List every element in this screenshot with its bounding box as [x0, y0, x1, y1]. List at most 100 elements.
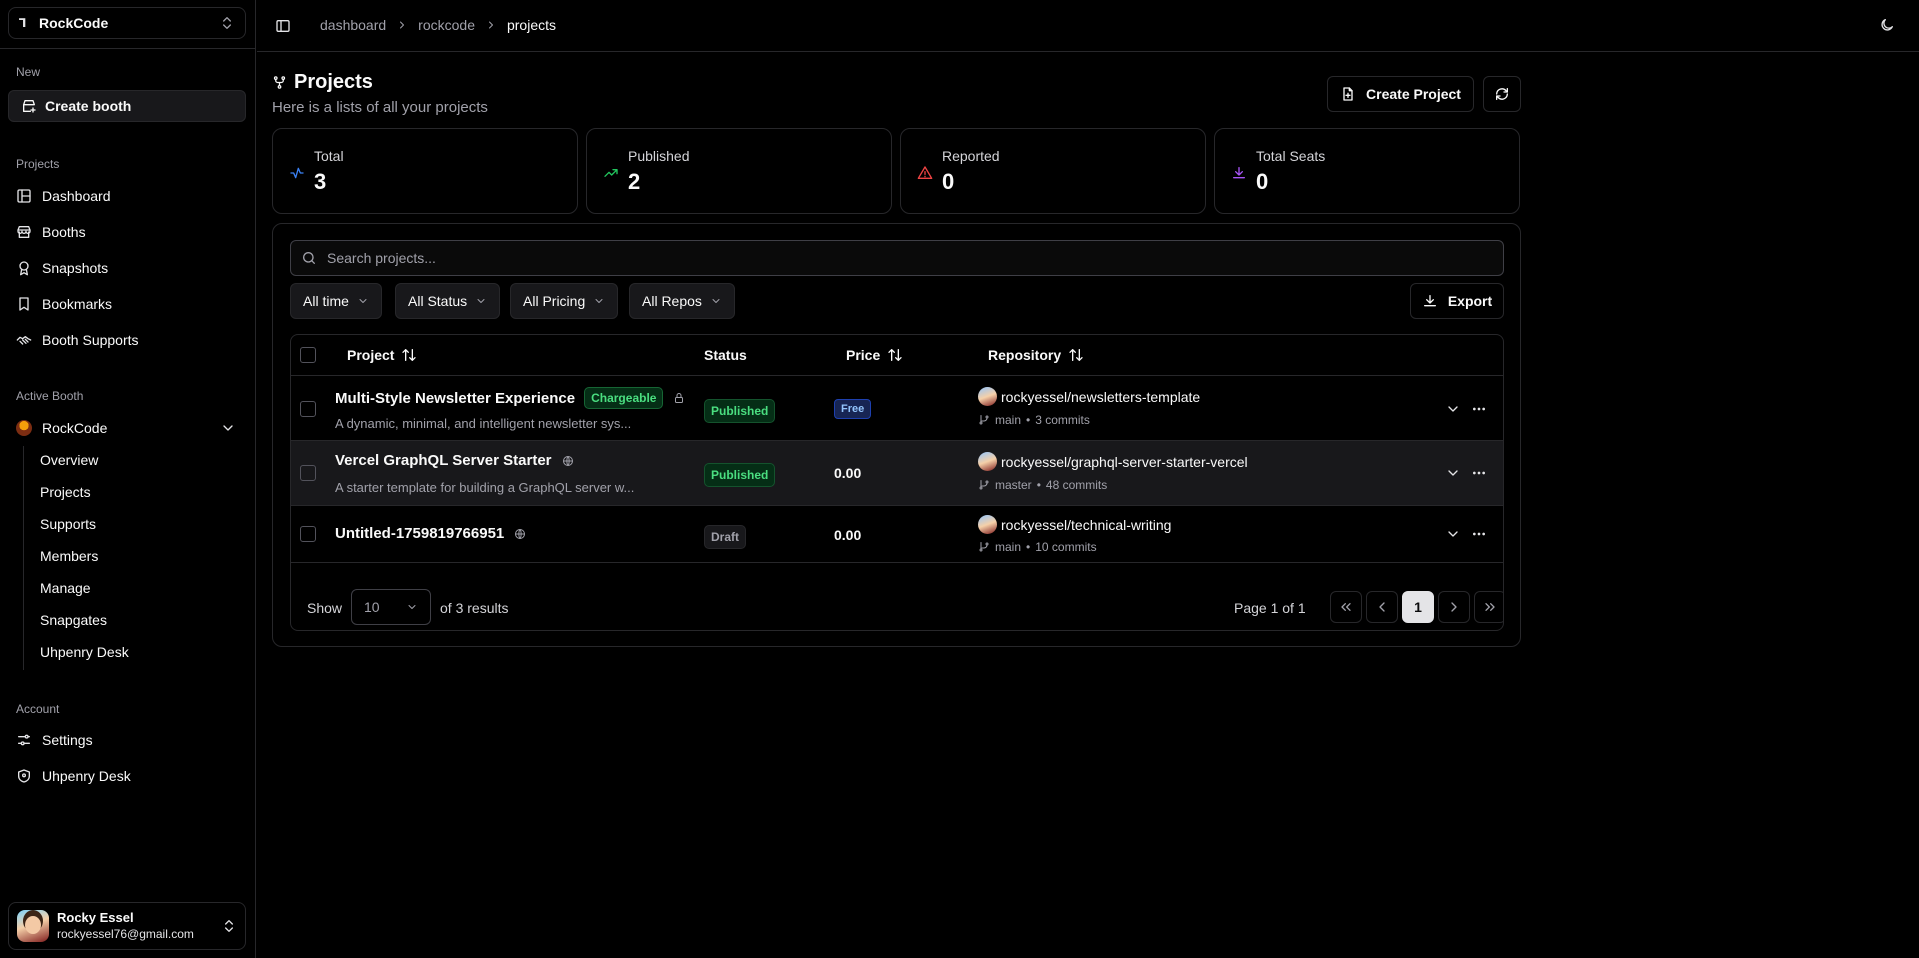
- breadcrumb-rockcode[interactable]: rockcode: [418, 17, 475, 33]
- row-actions-button[interactable]: [1471, 526, 1487, 542]
- row-checkbox[interactable]: [300, 526, 316, 542]
- next-page-button[interactable]: [1438, 591, 1470, 623]
- project-title-text: Untitled-1759819766951: [335, 525, 505, 542]
- sidebar-item-settings[interactable]: Settings: [8, 724, 246, 756]
- sidebar-item-uhpenry-desk[interactable]: Uhpenry Desk: [8, 760, 246, 792]
- activity-icon: [289, 165, 305, 181]
- page-button-current[interactable]: 1: [1402, 591, 1434, 623]
- table-row[interactable]: Multi-Style Newsletter Experience Charge…: [291, 376, 1503, 441]
- subnav-supports[interactable]: Supports: [40, 516, 97, 532]
- project-title[interactable]: Vercel GraphQL Server Starter: [335, 452, 574, 469]
- row-actions-button[interactable]: [1471, 401, 1487, 417]
- handshake-icon: [16, 336, 32, 345]
- subnav-rail: [23, 446, 24, 670]
- search-placeholder: Search projects...: [327, 250, 436, 266]
- create-project-button[interactable]: Create Project: [1327, 76, 1474, 112]
- shield-icon: [18, 769, 30, 783]
- table-row[interactable]: Untitled-1759819766951 Draft 0.00 rockye…: [291, 506, 1503, 563]
- chevron-down-icon: [1448, 470, 1458, 476]
- stat-value: 0: [942, 169, 955, 194]
- stat-label: Reported: [942, 148, 1000, 164]
- chargeable-badge: Chargeable: [584, 387, 664, 409]
- sidebar-item-label: Uhpenry Desk: [42, 768, 131, 784]
- chevrons-left-icon: [1341, 603, 1351, 611]
- stat-card-published: Published 2: [586, 128, 892, 214]
- chevrons-right-icon: [1485, 603, 1495, 611]
- search-input[interactable]: Search projects...: [290, 240, 1504, 276]
- group-label-active-booth: Active Booth: [16, 389, 84, 403]
- stat-value: 0: [1256, 169, 1269, 194]
- column-header-project[interactable]: Project: [347, 347, 417, 363]
- git-branch-icon: [979, 542, 989, 552]
- stat-value: 3: [314, 169, 327, 194]
- download-icon: [1231, 165, 1247, 181]
- subnav-manage[interactable]: Manage: [40, 580, 91, 596]
- subnav-uhpenry-desk[interactable]: Uhpenry Desk: [40, 644, 129, 660]
- project-title[interactable]: Multi-Style Newsletter Experience Charge…: [335, 387, 685, 409]
- filter-label: All Pricing: [523, 293, 586, 309]
- export-label: Export: [1447, 293, 1493, 309]
- project-title[interactable]: Untitled-1759819766951: [335, 525, 526, 542]
- project-description: A starter template for building a GraphQ…: [335, 480, 635, 495]
- filter-repos[interactable]: All Repos: [629, 283, 735, 319]
- team-name: RockCode: [39, 15, 109, 31]
- team-switcher[interactable]: ⅂ RockCode: [8, 7, 246, 39]
- subnav-overview[interactable]: Overview: [40, 452, 99, 468]
- price-value: 0.00: [834, 465, 862, 481]
- chevron-right-icon: [1451, 602, 1457, 612]
- breadcrumb-projects: projects: [506, 17, 557, 33]
- active-booth-toggle[interactable]: RockCode: [8, 412, 246, 444]
- table-row[interactable]: Vercel GraphQL Server Starter A starter …: [291, 441, 1503, 506]
- column-label: Project: [347, 347, 395, 363]
- row-checkbox[interactable]: [300, 401, 316, 417]
- column-label: Status: [704, 347, 747, 363]
- page-size-select[interactable]: 10: [351, 589, 431, 625]
- filter-status[interactable]: All Status: [395, 283, 501, 319]
- pagination: Show 10 of 3 results Page 1 of 1 1: [291, 583, 1503, 630]
- expand-row-button[interactable]: [1445, 401, 1461, 417]
- chevron-down-icon: [359, 299, 367, 303]
- filter-pricing[interactable]: All Pricing: [510, 283, 619, 319]
- project-title-text: Multi-Style Newsletter Experience: [335, 389, 576, 407]
- expand-row-button[interactable]: [1445, 526, 1461, 542]
- sidebar-toggle-button[interactable]: [275, 18, 291, 34]
- create-booth-button[interactable]: Create booth: [8, 90, 246, 122]
- repo-link[interactable]: rockyessel/technical-writing: [1001, 517, 1172, 533]
- refresh-button[interactable]: [1483, 76, 1521, 112]
- sidebar-item-bookmarks[interactable]: Bookmarks: [8, 288, 246, 320]
- repo-meta: master • 48 commits: [978, 478, 1107, 492]
- breadcrumb-dashboard[interactable]: dashboard: [320, 17, 387, 33]
- export-button[interactable]: Export: [1410, 283, 1504, 319]
- first-page-button[interactable]: [1330, 591, 1362, 623]
- filter-label: All time: [303, 293, 349, 309]
- expand-row-button[interactable]: [1445, 465, 1461, 481]
- page-subtitle: Here is a lists of all your projects: [272, 99, 488, 116]
- file-plus-icon: [1343, 87, 1353, 101]
- row-actions-button[interactable]: [1471, 465, 1487, 481]
- column-header-price[interactable]: Price: [846, 347, 903, 363]
- sidebar-item-booth-supports[interactable]: Booth Supports: [8, 324, 246, 356]
- prev-page-button[interactable]: [1366, 591, 1398, 623]
- subnav-snapgates[interactable]: Snapgates: [40, 612, 107, 628]
- row-checkbox[interactable]: [300, 465, 316, 481]
- theme-toggle-button[interactable]: [1879, 17, 1895, 33]
- repo-link[interactable]: rockyessel/newsletters-template: [1001, 389, 1201, 405]
- sidebar-item-dashboard[interactable]: Dashboard: [8, 180, 246, 212]
- top-bar: dashboard rockcode projects: [257, 0, 1919, 52]
- repo-branch: master: [995, 478, 1032, 492]
- user-menu[interactable]: Rocky Essel rockyessel76@gmail.com: [8, 902, 246, 950]
- sidebar-item-label: Booths: [42, 224, 86, 240]
- subnav-projects[interactable]: Projects: [40, 484, 91, 500]
- last-page-button[interactable]: [1474, 591, 1503, 623]
- breadcrumb: dashboard rockcode projects: [320, 17, 556, 33]
- column-header-repository[interactable]: Repository: [988, 347, 1084, 363]
- repo-commits: 10 commits: [1035, 540, 1097, 554]
- sidebar-item-snapshots[interactable]: Snapshots: [8, 252, 246, 284]
- filter-time[interactable]: All time: [290, 283, 382, 319]
- subnav-members[interactable]: Members: [40, 548, 99, 564]
- repo-meta: main • 3 commits: [978, 413, 1090, 427]
- select-all-checkbox[interactable]: [300, 347, 316, 363]
- repo-link[interactable]: rockyessel/graphql-server-starter-vercel: [1001, 454, 1248, 470]
- sidebar-item-booths[interactable]: Booths: [8, 216, 246, 248]
- repo-commits: 48 commits: [1045, 478, 1108, 492]
